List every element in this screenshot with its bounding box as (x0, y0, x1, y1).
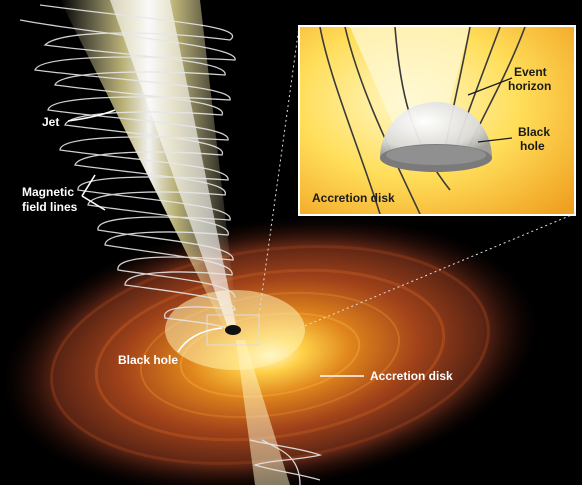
jet-pointer-line (67, 109, 116, 122)
event-horizon-sphere (380, 102, 492, 158)
magnetic-field-lines-label-2: field lines (22, 200, 78, 214)
jet-label: Jet (42, 115, 59, 129)
inset-black-hole-label-2: hole (520, 139, 545, 153)
black-hole-graphic (225, 325, 241, 335)
magnetic-field-lines-label-1: Magnetic (22, 185, 74, 199)
inset-black-hole-label-1: Black (518, 125, 550, 139)
accretion-disk-label: Accretion disk (370, 369, 453, 383)
zoom-connector-lines (258, 26, 575, 346)
inset-event-horizon-label-1: Event (514, 65, 547, 79)
black-hole-pointer-line (177, 327, 223, 353)
magnetic-pointer-line (81, 174, 106, 211)
inset-panel (298, 25, 576, 216)
zoom-region-box (206, 314, 260, 346)
inset-accretion-disk-label: Accretion disk (312, 191, 395, 205)
magnetic-field-lines-graphic (19, 4, 323, 485)
inset-event-horizon-label-2: horizon (508, 79, 551, 93)
black-hole-label: Black hole (118, 353, 178, 367)
